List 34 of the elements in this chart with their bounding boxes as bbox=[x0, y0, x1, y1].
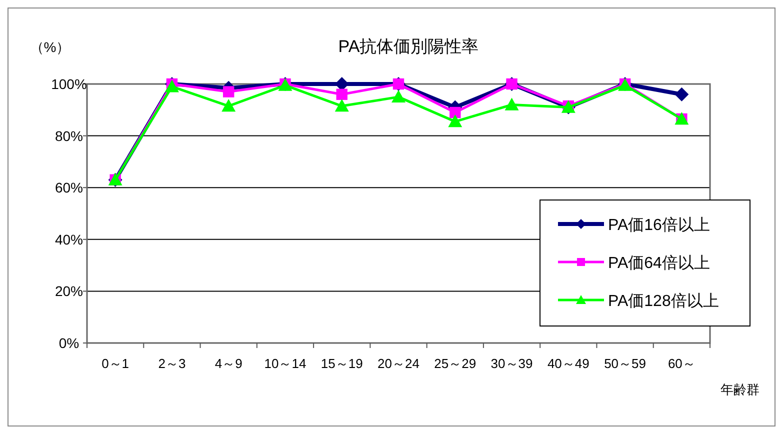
x-tick-label: 4～9 bbox=[214, 356, 242, 371]
y-tick-label: 80% bbox=[54, 128, 84, 144]
y-tick-label: 20% bbox=[54, 283, 84, 300]
x-tick-label: 30～39 bbox=[490, 356, 533, 371]
point bbox=[674, 87, 689, 102]
point bbox=[164, 80, 179, 92]
point bbox=[222, 99, 236, 112]
point bbox=[334, 77, 349, 91]
x-tick-label: 10～14 bbox=[264, 356, 306, 371]
x-tick-label: 20～24 bbox=[378, 356, 420, 371]
y-tick-label: 0% bbox=[58, 335, 80, 351]
x-tick-label: 50～59 bbox=[604, 356, 646, 371]
x-tick-label: 25～29 bbox=[434, 356, 476, 371]
y-tick-label: 40% bbox=[54, 231, 84, 248]
y-axis-title: （%） bbox=[30, 39, 70, 55]
y-tick-label: 100% bbox=[51, 76, 87, 92]
point bbox=[222, 86, 234, 98]
x-tick-label: 2～3 bbox=[158, 356, 186, 371]
x-axis-title: 年齢群 bbox=[720, 382, 760, 397]
point bbox=[334, 99, 349, 112]
point bbox=[504, 98, 519, 110]
point bbox=[392, 90, 406, 103]
point bbox=[450, 106, 461, 118]
point bbox=[336, 88, 348, 100]
x-tick-label: 15～19 bbox=[320, 356, 363, 371]
point bbox=[448, 114, 462, 128]
legend-label: PA価64倍以上 bbox=[608, 254, 710, 272]
x-tick-label: 0～1 bbox=[102, 356, 130, 371]
legend-label: PA価128倍以上 bbox=[608, 292, 719, 310]
x-tick-label: 40～49 bbox=[547, 356, 590, 371]
legend-label: PA価16倍以上 bbox=[608, 216, 710, 234]
x-tick-label: 60～ bbox=[668, 356, 696, 371]
y-tick-label: 60% bbox=[54, 180, 84, 196]
chart-title: PA抗体価別陽性率 bbox=[338, 37, 479, 56]
